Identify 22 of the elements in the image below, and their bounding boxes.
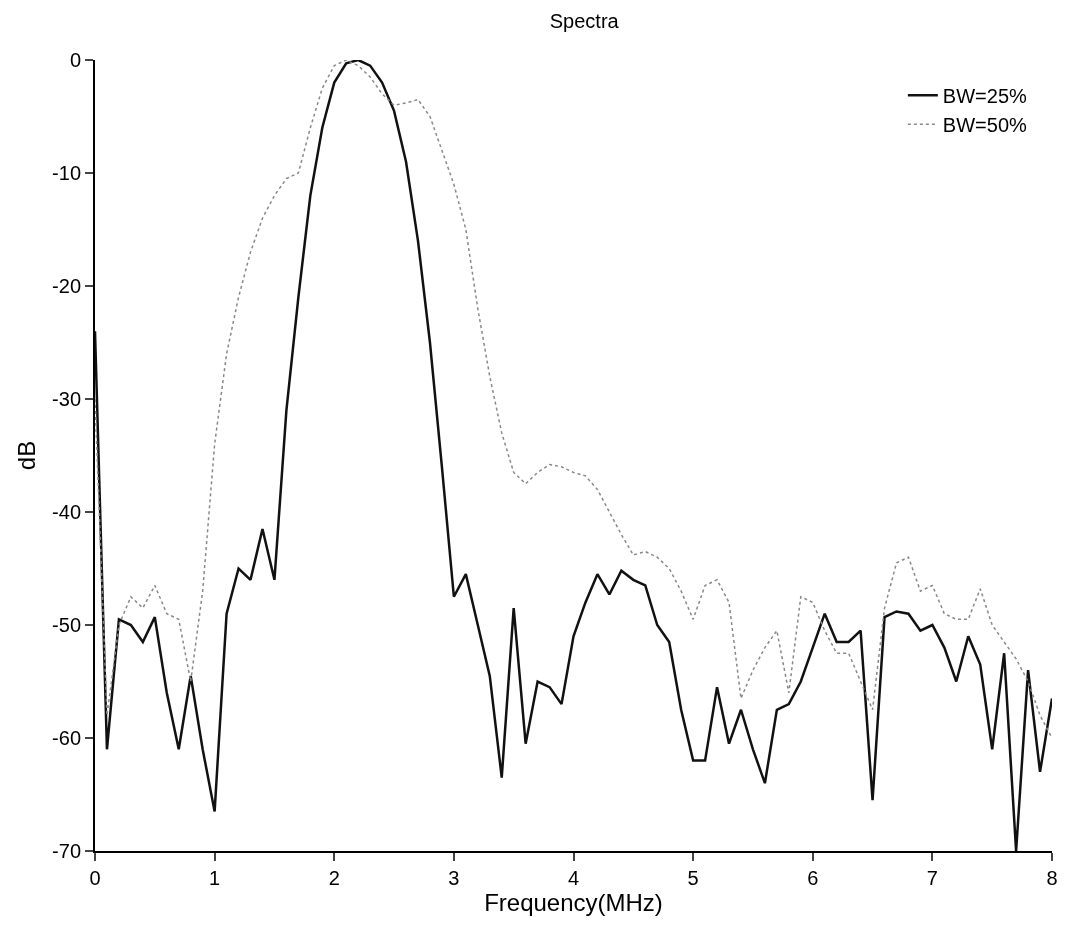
x-tick-label: 1 bbox=[209, 867, 221, 889]
legend-label: BW=50% bbox=[942, 114, 1027, 137]
x-tick-label: 6 bbox=[807, 867, 819, 889]
x-tick-label: 7 bbox=[926, 867, 938, 889]
x-axis-title: Frequency(MHz) bbox=[484, 889, 663, 916]
y-tick-label: -70 bbox=[52, 840, 81, 862]
legend-label: BW=25% bbox=[942, 85, 1027, 108]
x-tick-label: 4 bbox=[567, 867, 580, 889]
x-tick-label: 8 bbox=[1046, 867, 1058, 889]
x-tick-label: 3 bbox=[448, 867, 460, 889]
y-tick-label: -10 bbox=[52, 162, 81, 184]
x-tick-label: 5 bbox=[687, 867, 699, 889]
y-tick-label: -60 bbox=[52, 727, 81, 749]
chart-title: Spectra bbox=[549, 9, 620, 32]
y-tick-label: -40 bbox=[52, 501, 81, 523]
y-tick-label: -20 bbox=[52, 275, 81, 297]
y-tick-label: -30 bbox=[52, 388, 81, 410]
y-tick-label: 0 bbox=[69, 49, 81, 71]
y-axis-title: dB bbox=[12, 440, 40, 471]
x-tick-label: 2 bbox=[328, 867, 340, 889]
y-tick-label: -50 bbox=[52, 614, 81, 636]
x-tick-label: 0 bbox=[89, 867, 101, 889]
